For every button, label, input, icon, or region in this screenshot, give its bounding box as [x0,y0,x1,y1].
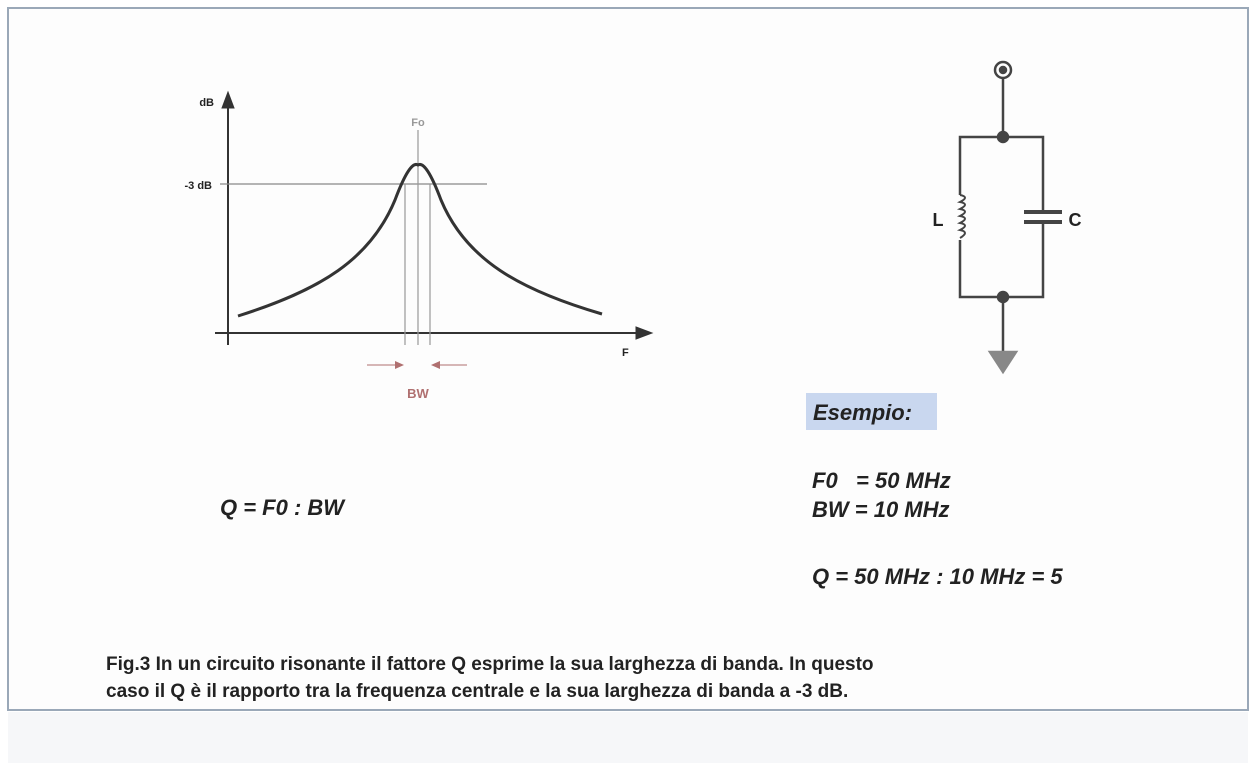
level-label: -3 dB [185,180,213,192]
node [996,130,1010,144]
lc-circuit [956,60,1062,375]
example-line: Q = 50 MHz : 10 MHz = 5 [812,564,1063,589]
capacitor-label: C [1069,210,1082,230]
y-arrow [221,90,235,109]
response-curve [237,163,603,318]
bw-arrowhead [395,361,404,369]
x-arrow [635,326,654,340]
ground [987,350,1019,375]
response-graph [215,90,654,369]
example-heading: Esempio: [813,400,912,425]
caption-line: caso il Q è il rapporto tra la frequenza… [106,681,848,702]
node [996,290,1010,304]
inductor [956,194,966,239]
center-label: Fo [411,117,425,129]
example-highlight [806,393,937,430]
caption-line: Fig.3 In un circuito risonante il fattor… [106,654,874,675]
x-axis-label: F [622,347,629,359]
frame [7,7,1249,711]
terminal-dot [998,65,1008,75]
bw-arrowhead [431,361,440,369]
bottom-strip [8,712,1248,763]
formula: Q = F0 : BW [220,495,346,520]
y-axis-label: dB [199,97,214,109]
bandwidth-label: BW [407,386,429,401]
inductor-label: L [933,210,944,230]
example-line: F0 = 50 MHz [812,468,951,493]
example-line: BW = 10 MHz [812,497,950,522]
